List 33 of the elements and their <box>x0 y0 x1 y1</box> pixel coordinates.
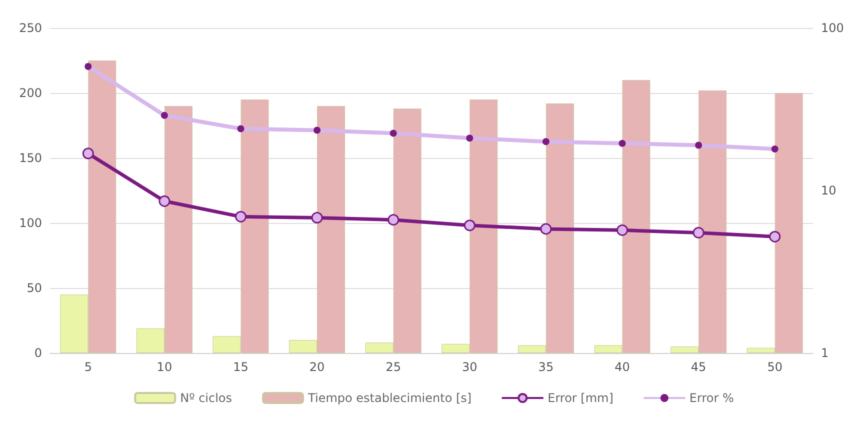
y-tick-label: 0 <box>34 346 42 360</box>
legend-label: Nº ciclos <box>180 391 232 405</box>
y2-tick-label: 1 <box>821 346 829 360</box>
point <box>311 212 323 224</box>
y-tick-label: 150 <box>19 151 42 165</box>
point <box>235 210 246 222</box>
point <box>82 148 94 160</box>
x-tick-label: 25 <box>386 360 401 374</box>
y-tick-label: 50 <box>26 281 42 295</box>
legend-label: Error % <box>689 391 734 405</box>
point <box>158 195 170 207</box>
point <box>540 223 552 235</box>
y2-tick-label: 10 <box>821 184 836 198</box>
point <box>692 226 704 238</box>
x-tick-label: 40 <box>614 360 630 374</box>
point <box>388 214 400 226</box>
legend-label: Error [mm] <box>548 391 614 405</box>
point <box>769 230 781 242</box>
x-tick-label: 10 <box>156 360 172 374</box>
x-tick-label: 45 <box>690 360 706 374</box>
x-tick-label: 15 <box>233 360 248 374</box>
y-tick-label: 250 <box>19 21 42 35</box>
x-tick-label: 30 <box>462 360 478 374</box>
y-tick-label: 100 <box>19 216 42 230</box>
x-tick-label: 5 <box>84 360 92 374</box>
x-tick-label: 35 <box>538 360 554 374</box>
x-tick-label: 20 <box>309 360 325 374</box>
point <box>464 220 476 232</box>
point <box>616 224 628 236</box>
legend-label: Tiempo establecimiento [s] <box>307 391 472 405</box>
y-tick-label: 200 <box>19 86 42 100</box>
y2-tick-label: 100 <box>821 21 844 35</box>
x-tick-label: 50 <box>767 360 782 374</box>
